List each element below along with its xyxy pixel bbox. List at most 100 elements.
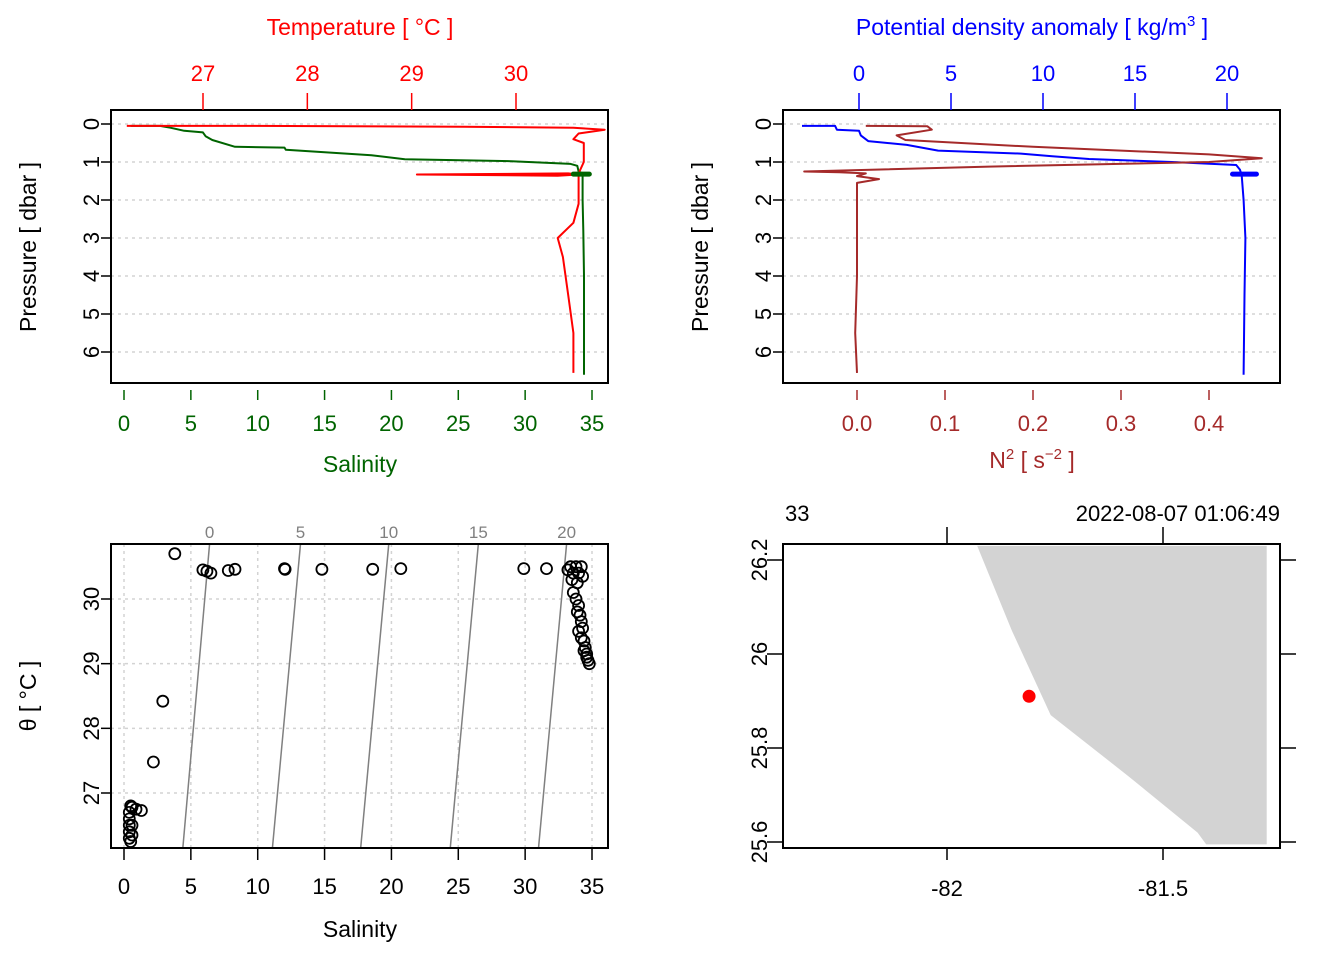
isopycnal-line [537, 543, 568, 849]
p4-lat-tick-label: 26.2 [747, 539, 772, 582]
p1-y-tick-label: 6 [79, 346, 104, 358]
p2-y-tick-label: 6 [751, 346, 776, 358]
ts-point [540, 562, 553, 575]
p1-salinity-tick-label: 5 [185, 411, 197, 436]
p1-y-axis-title: Pressure [ dbar ] [15, 162, 41, 332]
ts-point [125, 828, 139, 842]
ts-point [574, 560, 588, 574]
station-marker[interactable] [1022, 689, 1036, 703]
panel-ts-diagram: 0 5 10 15 20 27 28 29 30 0 5 10 15 20 25 30 35 Salinit… [15, 523, 609, 942]
p1-salinity-tick-label: 0 [118, 411, 130, 436]
isopycnal-label: 5 [296, 523, 305, 542]
isopycnal-line [359, 543, 390, 849]
p4-lat-tick-label: 26 [747, 642, 772, 666]
ts-point [122, 825, 136, 839]
p1-salinity-tick-label: 30 [513, 411, 537, 436]
p1-lines [126, 124, 606, 375]
p2-bottom-axis-title: N2 [ s−2 ] [989, 446, 1075, 473]
land-polygon [977, 545, 1267, 845]
isopycnal-line [449, 543, 480, 849]
p1-temperature-tick-label: 29 [399, 61, 423, 86]
p2-bottom-axis-title-n: N [989, 447, 1006, 473]
isopycnal-line [271, 543, 302, 849]
ts-point [366, 562, 380, 576]
p2-y-tick-label: 5 [751, 308, 776, 320]
ts-point [394, 562, 408, 575]
p2-top-axis-title-sup: 3 [1187, 13, 1195, 30]
p2-top-axis-title: Potential density anomaly [ kg/m3 ] [856, 13, 1208, 40]
ts-point [315, 562, 329, 576]
ts-point [228, 562, 242, 576]
p4-frame [782, 543, 1281, 849]
p4-lat-tick-label: 25.8 [747, 727, 772, 770]
p2-bottom-axis-title-end: ] [1062, 447, 1075, 473]
ts-point [146, 755, 160, 769]
ts-point [577, 634, 591, 648]
p3-grid [111, 544, 608, 848]
ts-point [572, 599, 585, 612]
p2-top-axis-title-end: ] [1195, 14, 1208, 40]
p4-lon-tick-label: -82 [931, 876, 963, 901]
p1-series-temperature-spike [415, 172, 580, 177]
p2-frame [782, 109, 1281, 384]
p2-y-tick-label: 2 [751, 194, 776, 206]
p4-lon-tick-label: -81.5 [1138, 876, 1188, 901]
p2-n2-axis: 0.0 0.1 0.2 0.3 0.4 [842, 390, 1224, 436]
p3-y-tick-label: 27 [79, 781, 104, 805]
isopycnal-label: 10 [379, 523, 398, 542]
p2-y-tick-label: 0 [751, 118, 776, 130]
p2-density-tick-label: 0 [853, 61, 865, 86]
p3-x-tick-label: 35 [580, 874, 604, 899]
p3-points [122, 547, 596, 848]
p1-y-tick-label: 3 [79, 232, 104, 244]
ts-point [204, 566, 218, 580]
p2-n2-tick-label: 0.0 [842, 411, 873, 436]
ts-point [566, 586, 580, 599]
station-time-label: 2022-08-07 01:06:49 [1076, 501, 1280, 526]
p1-grid [111, 123, 608, 353]
p2-y-tick-label: 3 [751, 232, 776, 244]
p3-x-tick-label: 0 [118, 874, 130, 899]
p3-x-tick-label: 5 [185, 874, 197, 899]
p1-salinity-tick-label: 15 [312, 411, 336, 436]
ts-point [569, 560, 583, 574]
p3-x-tick-label: 30 [513, 874, 537, 899]
p2-y-tick-label: 1 [751, 156, 776, 168]
p1-salinity-tick-label: 25 [446, 411, 470, 436]
ts-point [125, 800, 139, 814]
p2-density-tick-label: 10 [1031, 61, 1055, 86]
ts-point [572, 566, 585, 580]
ts-point [124, 799, 138, 813]
p1-series-salinity [130, 124, 585, 375]
p1-y-tick-label: 1 [79, 156, 104, 168]
p2-series-n2 [803, 124, 1263, 373]
p2-bottom-axis-title-mid: [ s [1014, 447, 1045, 473]
p1-salinity-tick-label: 20 [379, 411, 403, 436]
p4-lon-axis: -82 -81.5 [931, 527, 1188, 901]
p3-y-axis-title: θ [ °C ] [15, 661, 41, 732]
isopycnal-line [182, 543, 211, 849]
p2-y-axis: 0 1 2 3 4 5 6 [751, 118, 783, 358]
p4-lat-axis: 25.6 25.8 26 26.2 [747, 539, 1296, 864]
p2-bottom-axis-title-sup: 2 [1006, 446, 1014, 463]
p1-series-temperature [126, 124, 606, 373]
p1-y-tick-label: 4 [79, 270, 104, 282]
p4-lat-tick-label: 25.6 [747, 821, 772, 864]
p2-lines [802, 124, 1263, 375]
p2-series-density [802, 124, 1247, 375]
p1-top-axis-title: Temperature [ °C ] [267, 14, 454, 40]
ts-point [122, 812, 136, 826]
p3-y-tick-label: 30 [79, 587, 104, 611]
p2-density-axis: 0 5 10 15 20 [853, 61, 1239, 110]
p1-temperature-tick-label: 30 [504, 61, 528, 86]
isopycnal-label: 0 [205, 523, 214, 542]
panel-density-profile: 0 1 2 3 4 5 6 0.0 0.1 0.2 0.3 0.4 0 5 10 15 20 Potenti… [687, 13, 1281, 473]
isopycnal-label: 15 [469, 523, 488, 542]
station-id-label: 33 [785, 501, 809, 526]
ts-point [168, 547, 182, 561]
panel-ts-profile: 0 1 2 3 4 5 6 0 5 10 15 20 25 30 35 27 28 29 30 Temperat… [15, 14, 609, 477]
ts-point [278, 562, 292, 576]
p3-x-tick-label: 15 [312, 874, 336, 899]
p1-salinity-tick-label: 35 [580, 411, 604, 436]
